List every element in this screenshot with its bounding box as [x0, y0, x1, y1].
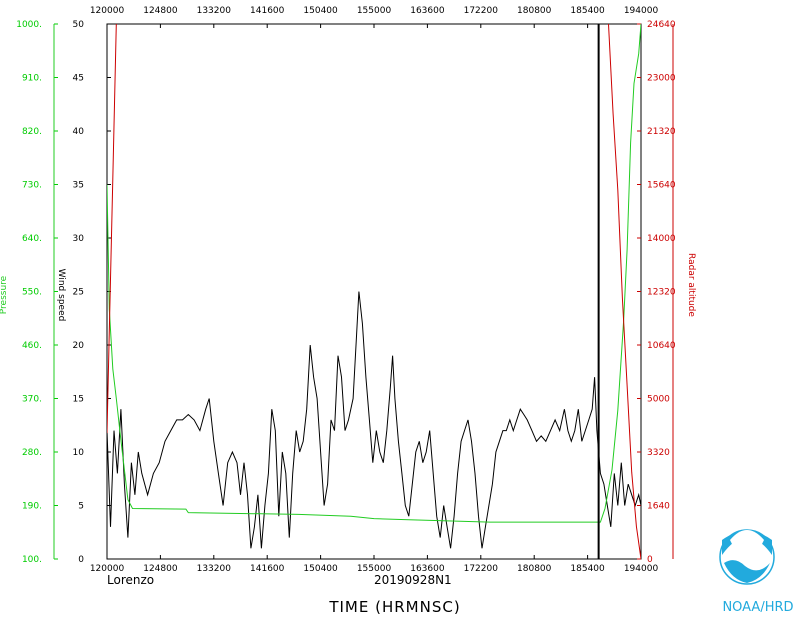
wind-tick-label: 15 [73, 395, 84, 405]
noaa-logo-icon: NOAA [719, 529, 775, 585]
pressure-axis-label: Pressure [0, 275, 9, 314]
pressure-tick-label: 460. [22, 341, 42, 351]
altitude-tick-label: 1640 [647, 502, 670, 512]
bottom-time-ticks: 120000 124800 133200 141600 150400 155000 1636… [90, 555, 659, 574]
pressure-tick-label: 910. [22, 74, 42, 84]
wind-axis-label: Wind speed [56, 269, 66, 322]
pressure-tick-label: 370. [22, 395, 42, 405]
wind-tick-label: 20 [73, 341, 85, 351]
top-tick-label: 163600 [410, 6, 445, 16]
pressure-tick-label: 640. [22, 234, 42, 244]
bottom-tick-label: 133200 [197, 564, 232, 574]
bottom-tick-label: 194000 [624, 564, 659, 574]
bottom-tick-label: 155000 [357, 564, 392, 574]
altitude-tick-label: 24640 [647, 20, 676, 30]
pressure-tick-label: 730. [22, 181, 42, 191]
pressure-tick-label: 1000. [16, 20, 42, 30]
wind-tick-label: 50 [73, 20, 85, 30]
series-layer [107, 24, 641, 559]
storm-name: Lorenzo [107, 573, 154, 587]
top-tick-label: 180800 [517, 6, 552, 16]
altitude-tick-label: 3320 [647, 448, 670, 458]
wind-tick-label: 25 [73, 288, 84, 298]
top-tick-label: 124800 [143, 6, 178, 16]
top-tick-label: 185400 [570, 6, 605, 16]
bottom-tick-label: 120000 [90, 564, 125, 574]
altitude-tick-label: 10640 [647, 341, 676, 351]
altitude-axis-ticks: 0 1640 3320 5000 10640 12320 14000 15640 21320 23… [637, 20, 676, 565]
top-time-ticks: 120000 124800 133200 141600 150400 155000 1636… [90, 6, 659, 28]
wind-tick-label: 45 [73, 74, 84, 84]
top-tick-label: 194000 [624, 6, 659, 16]
pressure-tick-label: 820. [22, 127, 42, 137]
wind-tick-label: 0 [78, 555, 84, 565]
top-tick-label: 172200 [464, 6, 499, 16]
x-axis-title: TIME (HRMNSC) [328, 598, 460, 616]
svg-text:NOAA: NOAA [733, 542, 762, 552]
pressure-tick-label: 190. [22, 502, 42, 512]
altitude-tick-label: 12320 [647, 288, 676, 298]
bottom-tick-label: 163600 [410, 564, 445, 574]
altitude-axis-label: Radar altitude [686, 253, 696, 317]
wind-axis-ticks: 0 5 10 15 20 25 30 35 40 45 50 [73, 20, 111, 565]
agency-label: NOAA/HRD [722, 600, 793, 615]
flight-id: 20190928N1 [374, 573, 452, 587]
top-tick-label: 133200 [197, 6, 232, 16]
bottom-tick-label: 150400 [303, 564, 338, 574]
bottom-tick-label: 124800 [143, 564, 178, 574]
top-tick-label: 120000 [90, 6, 125, 16]
wind-tick-label: 40 [73, 127, 85, 137]
wind-tick-label: 5 [78, 502, 84, 512]
plot-frame [106, 23, 642, 560]
pressure-series-line [107, 24, 641, 523]
bottom-tick-label: 172200 [464, 564, 499, 574]
wind-speed-series-line [107, 291, 641, 549]
altitude-tick-label: 21320 [647, 127, 676, 137]
altitude-tick-label: 0 [647, 555, 653, 565]
pressure-tick-label: 280. [22, 448, 42, 458]
pressure-axis-ticks: 100. 190. 280. 370. 460. 550. 640. 730. 820. 910.… [16, 20, 58, 565]
altitude-tick-label: 14000 [647, 234, 676, 244]
wind-tick-label: 35 [73, 181, 84, 191]
wind-tick-label: 10 [73, 448, 85, 458]
radar-altitude-series-line [107, 24, 641, 559]
altitude-tick-label: 23000 [647, 74, 676, 84]
pressure-tick-label: 100. [22, 555, 42, 565]
altitude-tick-label: 15640 [647, 181, 676, 191]
bottom-tick-label: 180800 [517, 564, 552, 574]
wind-tick-label: 30 [73, 234, 85, 244]
bottom-tick-label: 141600 [250, 564, 285, 574]
altitude-tick-label: 5000 [647, 395, 670, 405]
top-tick-label: 150400 [303, 6, 338, 16]
top-tick-label: 141600 [250, 6, 285, 16]
bottom-tick-label: 185400 [570, 564, 605, 574]
pressure-tick-label: 550. [22, 288, 42, 298]
top-tick-label: 155000 [357, 6, 392, 16]
